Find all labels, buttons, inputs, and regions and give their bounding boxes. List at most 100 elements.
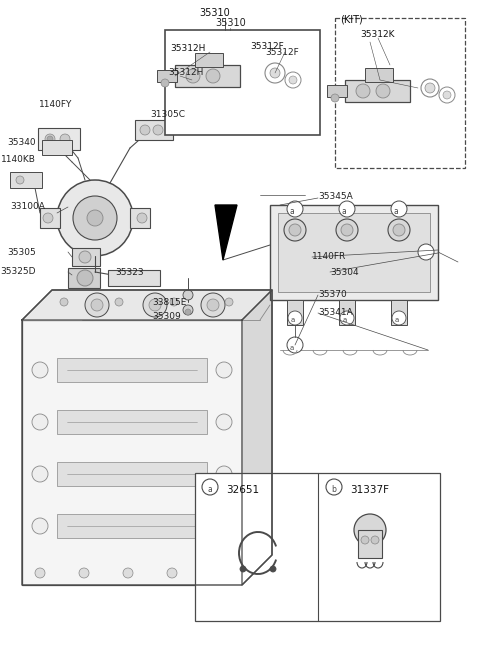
Circle shape [32, 362, 48, 378]
Bar [135, 120, 173, 140]
Circle shape [356, 84, 370, 98]
Text: 35312F: 35312F [265, 48, 299, 57]
Circle shape [211, 568, 221, 578]
Bar [365, 68, 393, 82]
Circle shape [201, 293, 225, 317]
Bar [57, 358, 207, 382]
Text: 35345A: 35345A [318, 192, 353, 201]
Bar [72, 248, 100, 266]
Circle shape [336, 219, 358, 241]
Circle shape [289, 224, 301, 236]
Circle shape [443, 91, 451, 99]
Circle shape [240, 566, 246, 572]
Circle shape [391, 201, 407, 217]
Text: 35325D: 35325D [0, 267, 36, 276]
Text: 31337F: 31337F [350, 485, 389, 495]
Bar [175, 65, 240, 87]
Circle shape [392, 311, 406, 325]
Bar [339, 300, 355, 325]
Circle shape [376, 84, 390, 98]
Circle shape [123, 568, 133, 578]
Circle shape [60, 298, 68, 306]
Text: (KIT): (KIT) [340, 14, 363, 24]
Text: 35341A: 35341A [318, 308, 353, 317]
Circle shape [287, 337, 303, 353]
Circle shape [206, 69, 220, 83]
Text: a: a [291, 317, 295, 323]
Circle shape [137, 213, 147, 223]
Bar [287, 300, 303, 325]
Text: 33100A: 33100A [10, 202, 45, 211]
Circle shape [185, 309, 191, 315]
Bar [157, 70, 177, 82]
Bar [195, 473, 440, 621]
Circle shape [47, 136, 53, 142]
Circle shape [87, 210, 103, 226]
Text: a: a [208, 485, 212, 495]
Bar [38, 128, 80, 150]
Bar [57, 410, 207, 434]
Polygon shape [22, 290, 272, 320]
Text: 1140FY: 1140FY [38, 100, 72, 109]
Text: 35312H: 35312H [170, 44, 205, 53]
Circle shape [85, 293, 109, 317]
Circle shape [331, 94, 339, 102]
Text: 35312F: 35312F [250, 42, 284, 51]
Circle shape [287, 201, 303, 217]
Circle shape [170, 298, 178, 306]
Text: 35304: 35304 [330, 268, 359, 277]
Circle shape [45, 134, 55, 144]
Circle shape [16, 176, 24, 184]
Circle shape [216, 362, 232, 378]
Text: a: a [290, 345, 294, 351]
Circle shape [354, 514, 386, 546]
Text: 35323: 35323 [115, 268, 144, 277]
Circle shape [326, 479, 342, 495]
Circle shape [265, 63, 285, 83]
Circle shape [32, 414, 48, 430]
Text: 35370: 35370 [318, 290, 347, 299]
Circle shape [32, 518, 48, 534]
Circle shape [91, 299, 103, 311]
Bar [278, 213, 430, 292]
Text: a: a [342, 207, 347, 216]
Text: 35310: 35310 [215, 18, 246, 28]
Circle shape [439, 87, 455, 103]
Bar [108, 270, 160, 286]
Circle shape [289, 76, 297, 84]
Circle shape [73, 196, 117, 240]
Circle shape [388, 219, 410, 241]
Text: 35305: 35305 [7, 248, 36, 257]
Bar [358, 530, 382, 558]
Text: 33815E: 33815E [152, 298, 186, 307]
Circle shape [167, 568, 177, 578]
Circle shape [393, 224, 405, 236]
Circle shape [79, 251, 91, 263]
Circle shape [32, 466, 48, 482]
Circle shape [57, 180, 133, 256]
Bar [57, 514, 207, 538]
Text: 35309: 35309 [152, 312, 181, 321]
Circle shape [418, 244, 434, 260]
Bar [270, 205, 438, 300]
Circle shape [153, 125, 163, 135]
Text: 35312K: 35312K [360, 30, 395, 39]
Text: a: a [343, 317, 347, 323]
Circle shape [288, 311, 302, 325]
Circle shape [270, 566, 276, 572]
Circle shape [186, 69, 200, 83]
Circle shape [161, 79, 169, 87]
Circle shape [77, 270, 93, 286]
Circle shape [60, 134, 70, 144]
Circle shape [340, 311, 354, 325]
Bar [22, 320, 242, 585]
Bar [57, 462, 207, 486]
Text: 1140FR: 1140FR [312, 252, 346, 261]
Bar [391, 300, 407, 325]
Circle shape [216, 466, 232, 482]
Circle shape [149, 299, 161, 311]
Bar [40, 208, 60, 228]
Circle shape [361, 536, 369, 544]
Text: 35312H: 35312H [168, 68, 204, 77]
Bar [335, 18, 465, 168]
